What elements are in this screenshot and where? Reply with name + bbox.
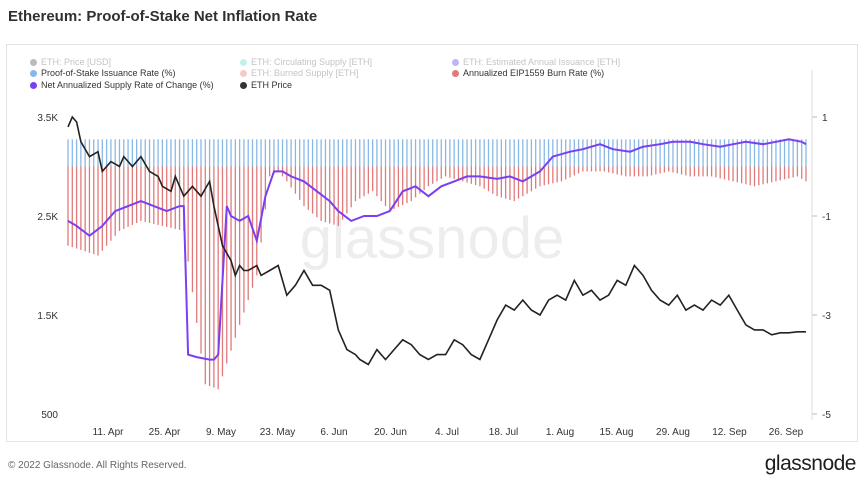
legend-color-dot — [30, 58, 37, 66]
legend-label: ETH: Burned Supply [ETH] — [251, 68, 359, 78]
legend-label: Proof-of-Stake Issuance Rate (%) — [41, 68, 176, 78]
legend-item[interactable]: ETH: Circulating Supply [ETH] — [240, 57, 372, 67]
right-tick-label: -1 — [822, 212, 831, 223]
x-tick-label: 9. May — [206, 427, 236, 438]
watermark: glassnode — [300, 206, 564, 271]
right-axis-ticks: 1 -1 -3 -5 — [812, 113, 831, 421]
x-tick-label: 20. Jun — [374, 427, 407, 438]
legend-color-dot — [452, 58, 459, 66]
legend-item[interactable]: Net Annualized Supply Rate of Change (%) — [30, 80, 214, 90]
left-tick-label: 3.5K — [37, 113, 58, 124]
legend-item[interactable]: ETH: Burned Supply [ETH] — [240, 68, 359, 78]
x-axis-ticks: 11. Apr 25. Apr 9. May 23. May 6. Jun 20. Jun… — [93, 427, 804, 438]
x-tick-label: 12. Sep — [712, 427, 747, 438]
glassnode-logo[interactable]: glassnode — [764, 452, 857, 475]
x-tick-label: 18. Jul — [489, 427, 518, 438]
legend-label: Annualized EIP1559 Burn Rate (%) — [463, 68, 605, 78]
legend-color-dot — [240, 81, 247, 89]
burn-rate-bars — [67, 166, 807, 390]
x-tick-label: 25. Apr — [149, 427, 181, 438]
legend-label: ETH: Estimated Annual Issuance [ETH] — [463, 57, 621, 67]
left-tick-label: 1.5K — [37, 311, 58, 322]
page-title: Ethereum: Proof-of-Stake Net Inflation R… — [8, 8, 318, 25]
x-tick-label: 6. Jun — [320, 427, 347, 438]
chart-panel — [6, 44, 858, 442]
legend-label: ETH Price — [251, 80, 293, 90]
left-tick-label: 500 — [41, 410, 58, 421]
legend-item[interactable]: ETH: Estimated Annual Issuance [ETH] — [452, 57, 620, 67]
legend-item[interactable]: Proof-of-Stake Issuance Rate (%) — [30, 68, 176, 78]
legend-label: ETH: Circulating Supply [ETH] — [251, 57, 373, 67]
x-tick-label: 4. Jul — [435, 427, 459, 438]
right-tick-label: -3 — [822, 311, 831, 322]
net-supply-rate-line — [67, 138, 807, 361]
legend-color-dot — [452, 69, 459, 77]
eth-price-line — [67, 115, 806, 366]
issuance-rate-bars — [67, 139, 807, 167]
left-tick-label: 2.5K — [37, 212, 58, 223]
legend-color-dot — [240, 58, 247, 66]
left-axis-ticks: 3.5K 2.5K 1.5K 500 — [37, 113, 58, 421]
x-tick-label: 23. May — [260, 427, 296, 438]
x-tick-label: 1. Aug — [546, 427, 574, 438]
copyright: © 2022 Glassnode. All Rights Reserved. — [8, 460, 187, 471]
right-tick-label: 1 — [822, 113, 828, 124]
legend-item[interactable]: ETH: Price [USD] — [30, 57, 111, 67]
x-tick-label: 15. Aug — [600, 427, 634, 438]
x-tick-label: 26. Sep — [769, 427, 804, 438]
legend-item[interactable]: ETH Price — [240, 80, 292, 90]
legend-color-dot — [240, 69, 247, 77]
legend-color-dot — [30, 69, 37, 77]
right-tick-label: -5 — [822, 410, 831, 421]
legend-color-dot — [30, 81, 37, 89]
legend-item[interactable]: Annualized EIP1559 Burn Rate (%) — [452, 68, 604, 78]
x-tick-label: 11. Apr — [93, 427, 125, 438]
legend-label: ETH: Price [USD] — [41, 57, 112, 67]
legend-label: Net Annualized Supply Rate of Change (%) — [41, 80, 214, 90]
x-tick-label: 29. Aug — [656, 427, 690, 438]
